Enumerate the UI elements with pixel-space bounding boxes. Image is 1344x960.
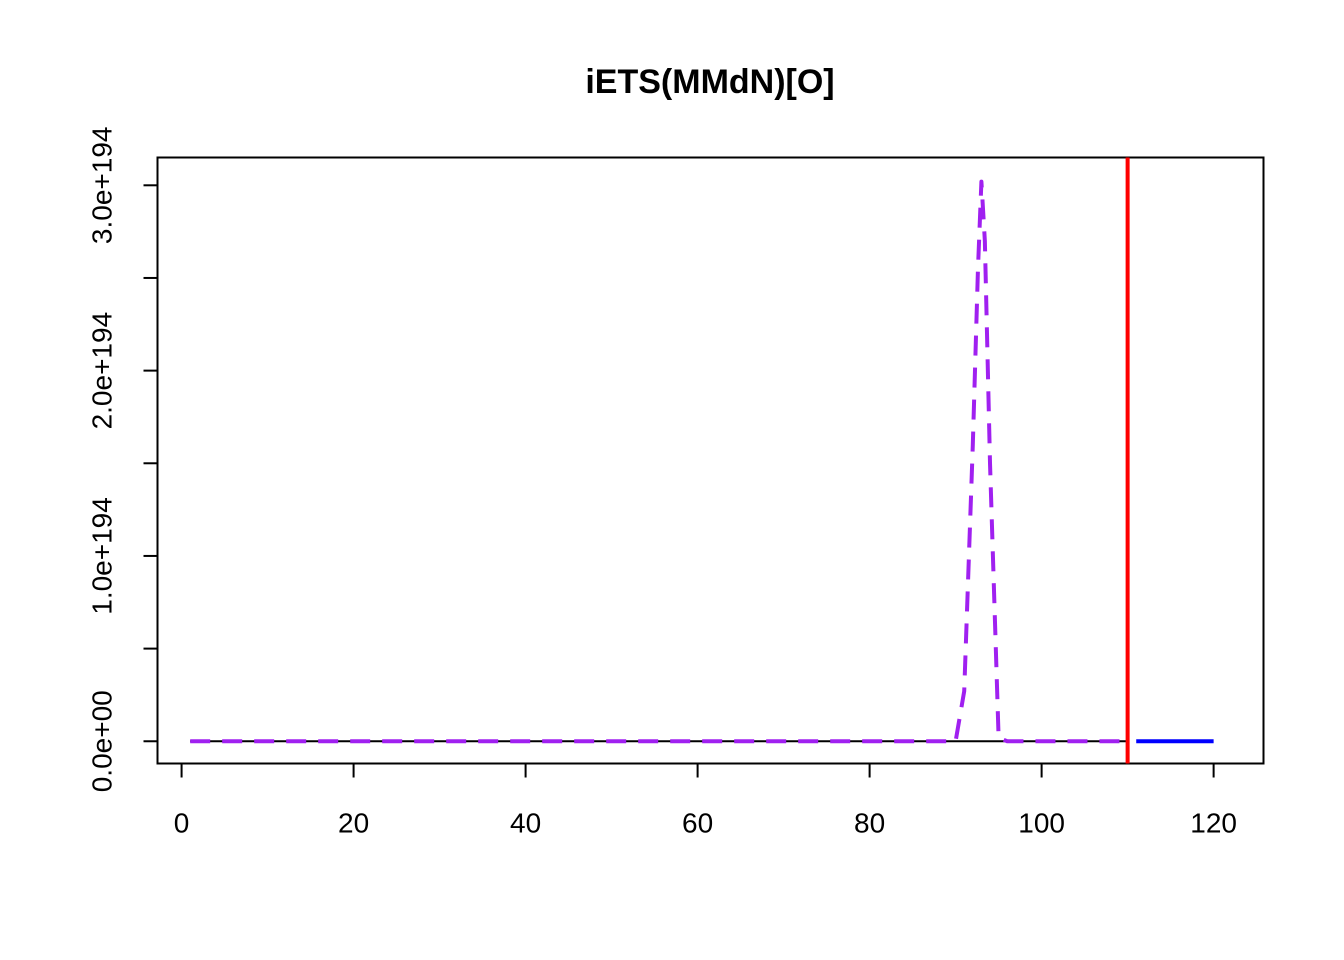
plot-frame [156,156,1265,765]
y-tick-label: 3.0e+194 [87,127,118,245]
x-tick-label: 120 [1190,808,1237,839]
y-axis: 0.0e+00 1.0e+194 2.0e+194 3.0e+194 [87,127,159,792]
y-tick-label: 1.0e+194 [87,497,118,615]
x-tick-label: 40 [510,808,541,839]
x-tick-label: 60 [682,808,713,839]
x-axis: 0 20 40 60 80 100 120 [174,762,1237,839]
x-tick-label: 0 [174,808,190,839]
x-tick-label: 100 [1018,808,1065,839]
series-layer [190,179,1214,744]
chart-title: iETS(MMdN)[O] [585,63,834,101]
y-tick-label: 0.0e+00 [87,690,118,792]
y-tick-label: 2.0e+194 [87,312,118,430]
series-fitted-line [190,179,1128,744]
x-tick-label: 20 [338,808,369,839]
x-tick-label: 80 [854,808,885,839]
